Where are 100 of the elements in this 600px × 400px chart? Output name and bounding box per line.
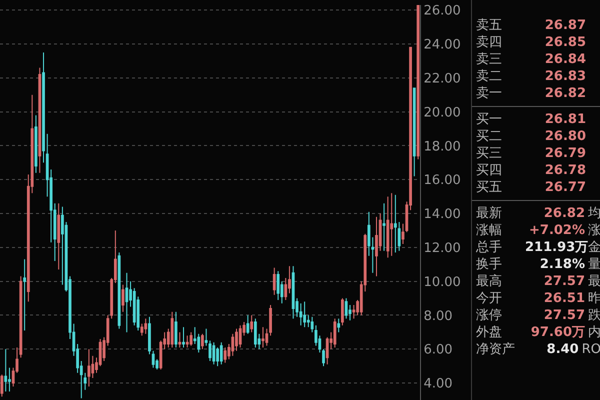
candlestick — [272, 267, 276, 296]
text: 8.40 — [546, 341, 579, 358]
candlestick — [276, 270, 280, 300]
y-tick-label: 6.00 — [424, 342, 453, 358]
candlestick — [212, 342, 216, 365]
text: +7.02% — [528, 222, 585, 239]
text: 均 — [587, 205, 600, 222]
text: 今开 — [475, 290, 503, 307]
text: 卖一 — [475, 85, 503, 102]
text: 26.84 — [544, 51, 586, 68]
text: 27.57 — [542, 307, 585, 324]
text: 买五 — [475, 179, 503, 196]
candlestick — [220, 342, 223, 365]
candlestick — [87, 348, 90, 387]
candlestick — [337, 318, 340, 333]
y-tick-label: 18.00 — [424, 139, 461, 154]
text: 买二 — [475, 128, 503, 145]
candlestick — [224, 346, 227, 364]
text: 卖四 — [475, 34, 503, 51]
candlestick — [170, 311, 174, 348]
candlestick — [333, 318, 336, 348]
text: 26.80 — [544, 128, 586, 145]
y-tick-label: 26.00 — [424, 4, 461, 19]
candlestick — [386, 196, 390, 258]
candlestick — [246, 314, 250, 334]
candlestick — [186, 335, 189, 348]
candlestick — [250, 314, 254, 333]
candlestick — [42, 52, 45, 164]
candlestick — [144, 318, 148, 334]
text: 26.77 — [544, 179, 586, 196]
text: 最高 — [475, 273, 503, 290]
y-tick-label: 4.00 — [424, 376, 453, 392]
candlestick — [201, 333, 204, 350]
text: 26.87 — [544, 17, 586, 34]
candlestick — [254, 318, 257, 348]
text: 买一 — [475, 111, 503, 128]
y-tick-label: 20.00 — [424, 105, 461, 120]
candlestick — [4, 348, 8, 392]
text: 卖五 — [475, 17, 503, 34]
text: RO — [580, 341, 600, 358]
candlestick — [310, 316, 314, 333]
candlestick — [216, 346, 219, 367]
text: 涨停 — [475, 307, 503, 324]
text: 净资产 — [475, 341, 516, 358]
candlestick — [292, 266, 295, 320]
text: 26.82 — [542, 205, 585, 222]
text: 26.85 — [544, 34, 586, 51]
candlestick — [303, 301, 306, 328]
candlestick — [394, 194, 397, 254]
candlestick — [204, 328, 208, 346]
candlestick — [0, 374, 4, 398]
candlestick — [412, 88, 416, 177]
y-tick-label: 10.00 — [424, 274, 461, 290]
candlestick — [34, 114, 38, 174]
text: 26.78 — [544, 162, 586, 179]
candlestick — [190, 332, 193, 346]
candlestick — [182, 326, 185, 348]
y-tick-label: 16.00 — [424, 173, 461, 188]
text: 买三 — [475, 145, 503, 162]
text: 换手 — [475, 256, 503, 273]
candlestick — [208, 340, 212, 362]
text: 26.82 — [544, 85, 586, 102]
text: 总手 — [475, 239, 503, 256]
text: 涨幅 — [475, 222, 503, 239]
text: 买四 — [475, 162, 503, 179]
y-tick-label: 8.00 — [424, 308, 453, 324]
y-tick-label: 24.00 — [424, 38, 461, 53]
candlestick — [38, 67, 42, 174]
text: 97.60万 — [530, 324, 585, 341]
text: 外盘 — [475, 324, 503, 341]
y-tick-label: 14.00 — [424, 207, 461, 222]
candlestick — [231, 333, 234, 356]
candlestick — [238, 324, 242, 348]
candlestick — [23, 258, 26, 331]
text: 211.93万 — [525, 239, 588, 256]
text: 27.57 — [542, 273, 585, 290]
text: 26.79 — [544, 145, 586, 162]
candlestick — [262, 326, 264, 348]
candlestick — [178, 332, 182, 348]
text: 26.81 — [544, 111, 586, 128]
candlestick — [344, 298, 348, 320]
text: 卖三 — [475, 51, 503, 68]
candlestick — [416, 5, 420, 160]
candlestick — [299, 302, 302, 326]
candlestick — [57, 202, 60, 270]
candlestick — [174, 311, 178, 348]
text: 卖二 — [475, 68, 503, 85]
candlestick — [375, 216, 378, 277]
candlestick — [402, 223, 404, 245]
candlestick — [122, 284, 124, 312]
candlestick — [382, 202, 386, 252]
y-tick-label: 12.00 — [424, 240, 461, 256]
text: 2.18% — [538, 256, 585, 273]
y-tick-label: 22.00 — [424, 71, 461, 86]
text: 最新 — [475, 205, 503, 222]
text: 26.83 — [544, 68, 586, 85]
candlestick — [322, 348, 325, 367]
text: 26.51 — [542, 290, 585, 307]
candlestick — [390, 192, 394, 256]
text: 内 — [587, 324, 600, 341]
